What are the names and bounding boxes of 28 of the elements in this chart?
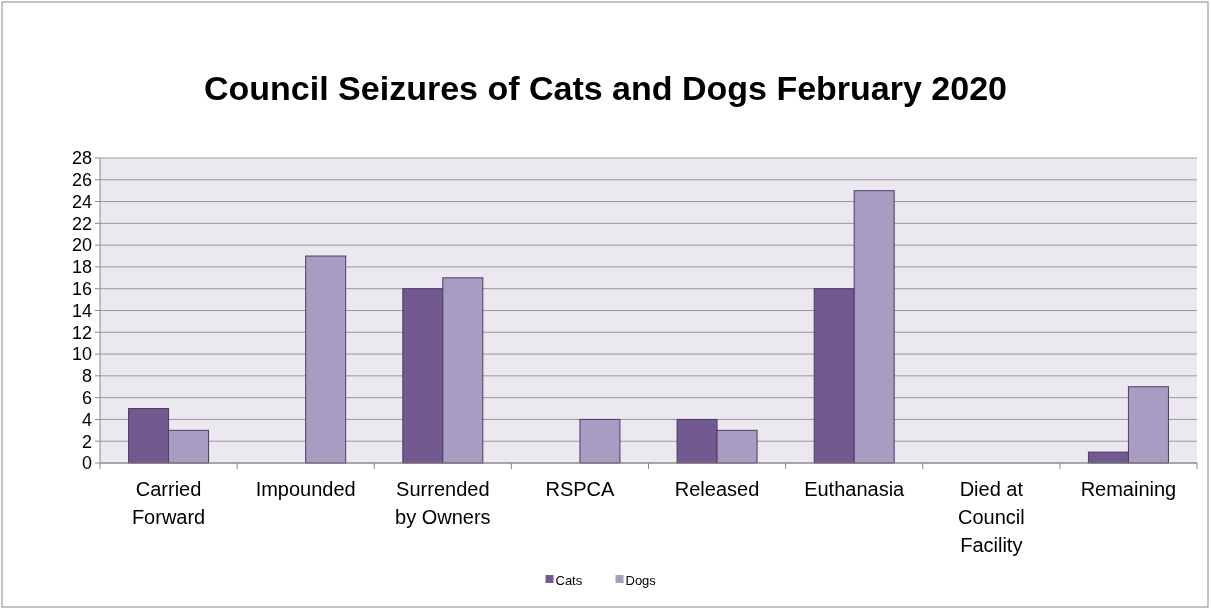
y-tick-label: 28 bbox=[71, 148, 92, 169]
y-tick-label: 16 bbox=[71, 279, 92, 300]
bar bbox=[579, 418, 621, 464]
x-tick-label: Carried Forward bbox=[131, 478, 206, 528]
y-tick-label: 20 bbox=[71, 235, 92, 256]
x-tick-label: Euthanasia bbox=[804, 478, 906, 500]
x-tick-label: Impounded bbox=[255, 478, 356, 500]
x-tick-label: RSPCA bbox=[545, 478, 616, 500]
y-tick-label: 8 bbox=[81, 366, 92, 387]
y-tick-label: 10 bbox=[71, 344, 92, 365]
chart-title: Council Seizures of Cats and Dogs February 2020 bbox=[203, 69, 1008, 107]
x-tick-label: Surrended by Owners bbox=[395, 478, 491, 528]
bar bbox=[305, 255, 347, 464]
y-tick-label: 26 bbox=[71, 170, 92, 191]
x-tick-label: Released bbox=[674, 478, 760, 500]
y-tick-label: 6 bbox=[81, 387, 92, 408]
y-tick-label: 24 bbox=[71, 191, 92, 212]
legend-label: Cats bbox=[555, 572, 583, 588]
y-tick-label: 22 bbox=[71, 213, 92, 234]
legend-label: Dogs bbox=[625, 572, 657, 588]
x-tick-label: Remaining bbox=[1080, 478, 1177, 500]
y-tick-label: 2 bbox=[81, 431, 92, 452]
y-tick-label: 4 bbox=[81, 409, 92, 430]
y-tick-label: 12 bbox=[71, 322, 92, 343]
x-tick-label: Died at Council Facility bbox=[957, 478, 1025, 556]
y-tick-label: 0 bbox=[81, 453, 92, 474]
y-tick-label: 14 bbox=[71, 300, 92, 321]
y-tick-label: 18 bbox=[71, 257, 92, 278]
